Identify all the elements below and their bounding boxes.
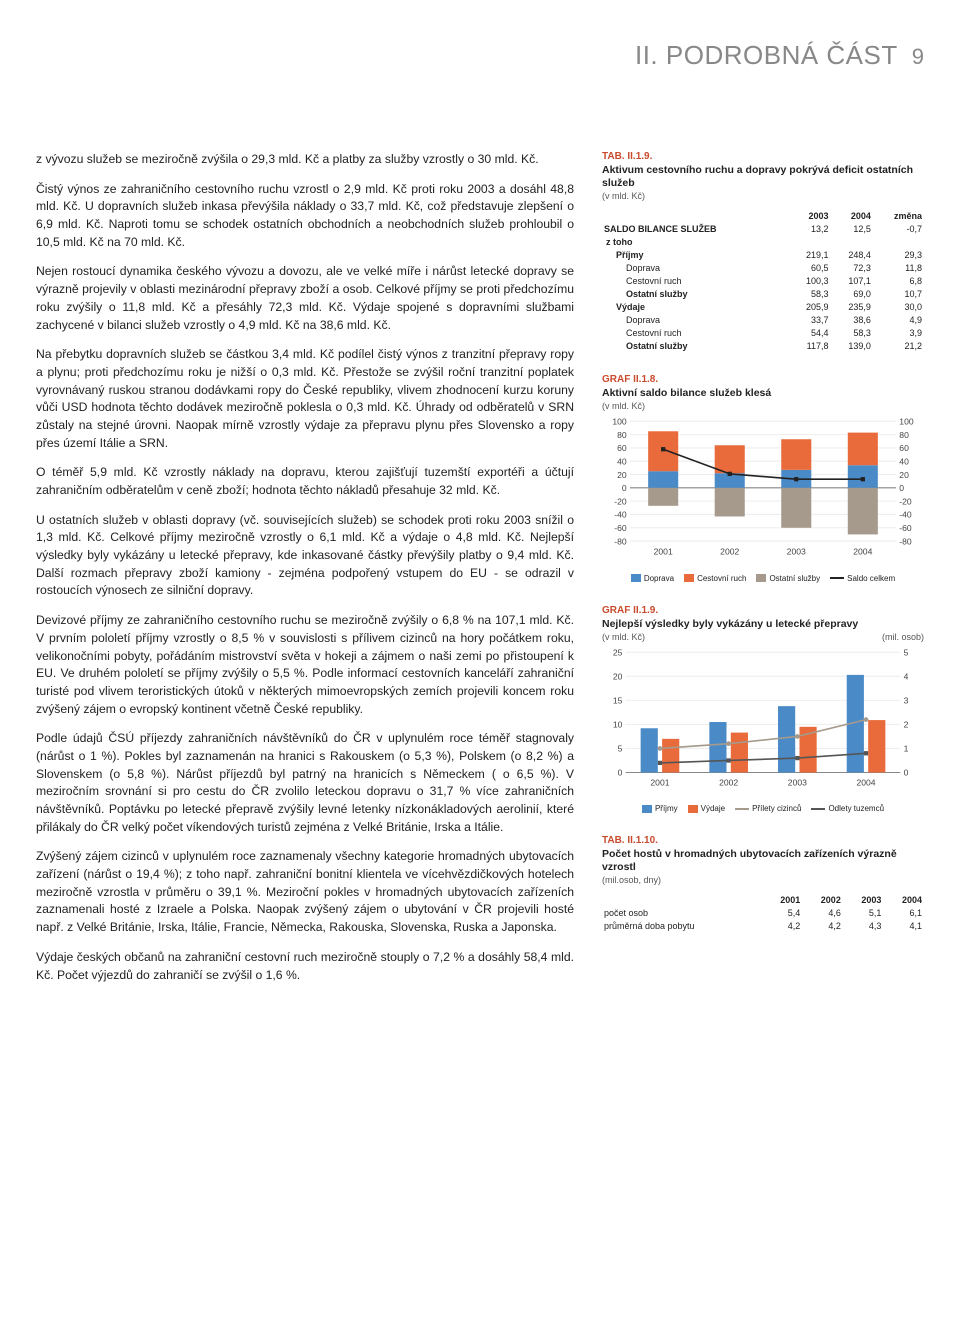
chart-ii-1-8: GRAF II.1.8. Aktivní saldo bilance služe… bbox=[602, 374, 924, 582]
chart-label: GRAF II.1.9. bbox=[602, 605, 924, 616]
svg-text:40: 40 bbox=[617, 457, 627, 467]
paragraph: Zvýšený zájem cizinců v uplynulém roce z… bbox=[36, 848, 574, 936]
paragraph: Podle údajů ČSÚ příjezdy zahraničních ná… bbox=[36, 730, 574, 836]
body-column: z vývozu služeb se meziročně zvýšila o 2… bbox=[36, 151, 574, 996]
svg-text:40: 40 bbox=[899, 457, 909, 467]
svg-text:2003: 2003 bbox=[788, 777, 807, 787]
paragraph: z vývozu služeb se meziročně zvýšila o 2… bbox=[36, 151, 574, 169]
side-column: TAB. II.1.9. Aktivum cestovního ruchu a … bbox=[602, 151, 924, 996]
svg-text:-20: -20 bbox=[614, 497, 627, 507]
svg-text:15: 15 bbox=[613, 695, 623, 705]
svg-text:2003: 2003 bbox=[787, 547, 806, 557]
chart-svg: 25201510505432102001200220032004 bbox=[602, 648, 924, 798]
table-ii-1-10: TAB. II.1.10. Počet hostů v hromadných u… bbox=[602, 835, 924, 932]
svg-text:2004: 2004 bbox=[856, 777, 875, 787]
svg-text:-80: -80 bbox=[899, 537, 912, 547]
svg-text:2002: 2002 bbox=[720, 547, 739, 557]
paragraph: O téměř 5,9 mld. Kč vzrostly náklady na … bbox=[36, 464, 574, 499]
svg-text:-60: -60 bbox=[614, 523, 627, 533]
chart-unit-left: (v mld. Kč) bbox=[602, 632, 645, 642]
table-label: TAB. II.1.10. bbox=[602, 835, 924, 846]
svg-text:-60: -60 bbox=[899, 523, 912, 533]
svg-text:100: 100 bbox=[899, 417, 914, 427]
chart-svg: 100 80 60 40 20 0 -20 -40 -60 -80 100 80 60 40 20 0 -20 -… bbox=[602, 417, 924, 567]
svg-text:60: 60 bbox=[617, 444, 627, 454]
svg-text:0: 0 bbox=[618, 767, 623, 777]
chart-title: Nejlepší výsledky byly vykázány u leteck… bbox=[602, 618, 924, 631]
svg-text:2002: 2002 bbox=[719, 777, 738, 787]
chart-title: Aktivní saldo bilance služeb klesá bbox=[602, 387, 924, 400]
chart-legend: PříjmyVýdajePřílety cizincůOdlety tuzemc… bbox=[602, 804, 924, 813]
svg-text:-40: -40 bbox=[614, 510, 627, 520]
svg-text:20: 20 bbox=[617, 470, 627, 480]
paragraph: U ostatních služeb v oblasti dopravy (vč… bbox=[36, 512, 574, 600]
svg-text:0: 0 bbox=[899, 483, 904, 493]
table-ii-1-9: TAB. II.1.9. Aktivum cestovního ruchu a … bbox=[602, 151, 924, 352]
page-number: 9 bbox=[912, 44, 924, 70]
paragraph: Devizové příjmy ze zahraničního cestovní… bbox=[36, 612, 574, 718]
chart-unit: (v mld. Kč) bbox=[602, 401, 924, 411]
svg-text:3: 3 bbox=[904, 695, 909, 705]
data-table: 20032004změnaSALDO BILANCE SLUŽEB13,212,… bbox=[602, 209, 924, 352]
chart-legend: DopravaCestovní ruchOstatní službySaldo … bbox=[602, 574, 924, 583]
svg-text:-20: -20 bbox=[899, 497, 912, 507]
svg-text:2001: 2001 bbox=[650, 777, 669, 787]
content: z vývozu služeb se meziročně zvýšila o 2… bbox=[36, 151, 924, 996]
paragraph: Na přebytku dopravních služeb se částkou… bbox=[36, 346, 574, 452]
page-title: II. PODROBNÁ ČÁST bbox=[635, 40, 898, 71]
svg-text:5: 5 bbox=[618, 743, 623, 753]
svg-text:2001: 2001 bbox=[654, 547, 673, 557]
svg-text:20: 20 bbox=[899, 470, 909, 480]
table-unit: (v mld. Kč) bbox=[602, 191, 924, 201]
table-label: TAB. II.1.9. bbox=[602, 151, 924, 162]
svg-text:80: 80 bbox=[617, 430, 627, 440]
chart-label: GRAF II.1.8. bbox=[602, 374, 924, 385]
paragraph: Čistý výnos ze zahraničního cestovního r… bbox=[36, 181, 574, 252]
svg-text:1: 1 bbox=[904, 743, 909, 753]
chart-ii-1-9: GRAF II.1.9. Nejlepší výsledky byly vyká… bbox=[602, 605, 924, 813]
paragraph: Výdaje českých občanů na zahraniční cest… bbox=[36, 949, 574, 984]
svg-text:60: 60 bbox=[899, 444, 909, 454]
table-unit: (mil.osob, dny) bbox=[602, 875, 924, 885]
svg-text:-80: -80 bbox=[614, 537, 627, 547]
svg-text:-40: -40 bbox=[899, 510, 912, 520]
svg-text:10: 10 bbox=[613, 719, 623, 729]
svg-text:0: 0 bbox=[904, 767, 909, 777]
svg-text:2004: 2004 bbox=[853, 547, 872, 557]
page-header: II. PODROBNÁ ČÁST 9 bbox=[36, 40, 924, 71]
data-table: 2001200220032004počet osob5,44,65,16,1pr… bbox=[602, 893, 924, 932]
paragraph: Nejen rostoucí dynamika českého vývozu a… bbox=[36, 263, 574, 334]
svg-text:4: 4 bbox=[904, 671, 909, 681]
svg-text:25: 25 bbox=[613, 648, 623, 658]
chart-unit-right: (mil. osob) bbox=[882, 632, 924, 642]
svg-text:100: 100 bbox=[612, 417, 627, 427]
svg-text:0: 0 bbox=[622, 483, 627, 493]
table-title: Počet hostů v hromadných ubytovacích zař… bbox=[602, 848, 924, 874]
svg-text:2: 2 bbox=[904, 719, 909, 729]
table-title: Aktivum cestovního ruchu a dopravy pokrý… bbox=[602, 164, 924, 190]
svg-text:20: 20 bbox=[613, 671, 623, 681]
svg-text:80: 80 bbox=[899, 430, 909, 440]
svg-text:5: 5 bbox=[904, 648, 909, 658]
